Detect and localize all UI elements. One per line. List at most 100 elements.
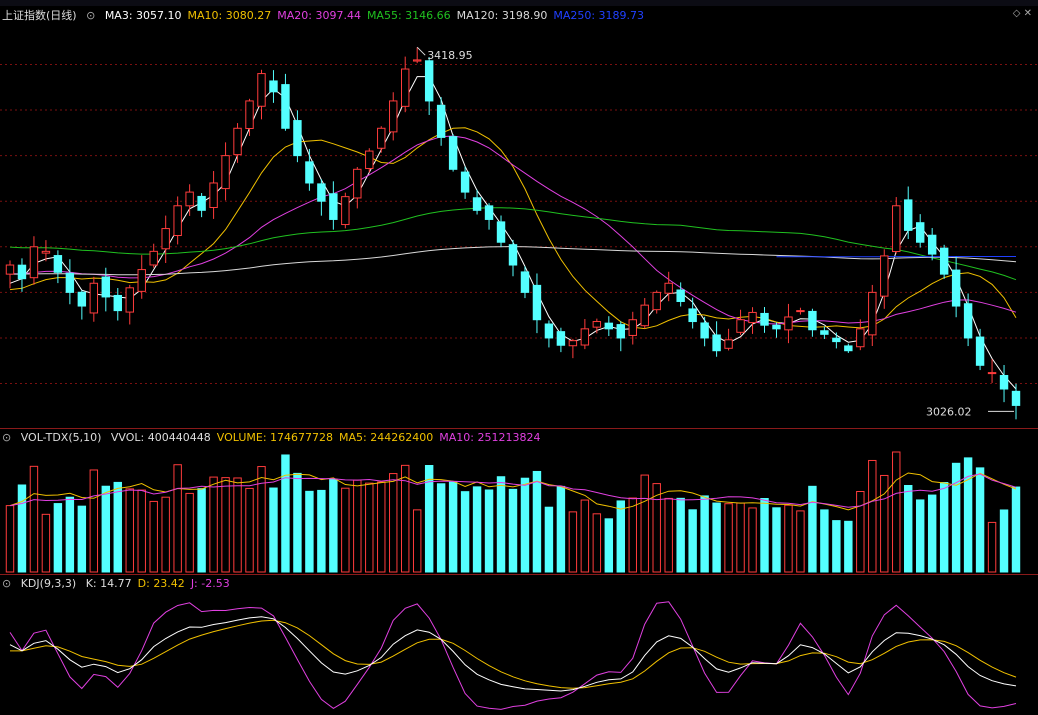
candle-down xyxy=(760,312,769,326)
volume-bar xyxy=(436,483,446,573)
candle-down xyxy=(999,374,1009,390)
ma-label-ma55: MA55: 3146.66 xyxy=(366,9,451,22)
candle-down xyxy=(616,324,626,339)
candle-down xyxy=(65,272,75,293)
volume-bar xyxy=(772,507,781,573)
vol-labels: VVOL: 400440448 VOLUME: 174677728 MA5: 244… xyxy=(111,431,547,444)
vol-settings-icon[interactable]: ⊙ xyxy=(2,431,12,444)
volume-bar xyxy=(544,506,554,573)
volume-bar xyxy=(173,464,182,573)
volume-bar xyxy=(17,484,27,573)
ma20-line xyxy=(9,135,1017,325)
volume-bar xyxy=(724,503,733,573)
volume-bar xyxy=(389,473,398,573)
candle-down xyxy=(676,289,685,302)
volume-bar xyxy=(77,505,87,573)
candle-up xyxy=(185,191,194,207)
volume-bar xyxy=(472,486,482,573)
main-chart-header: 上证指数(日线) ⊙ MA3: 3057.10 MA10: 3080.27 MA20… xyxy=(2,8,656,24)
volume-bar xyxy=(628,497,637,573)
volume-bar xyxy=(5,505,15,573)
candle-down xyxy=(496,221,506,243)
volume-bar xyxy=(963,457,973,573)
candle-up xyxy=(724,339,733,349)
candle-down xyxy=(472,197,482,211)
panel-divider-1 xyxy=(0,428,1038,429)
candle-up xyxy=(353,168,362,199)
volume-bar xyxy=(377,481,386,573)
candle-down xyxy=(281,84,290,129)
top-toolbar-strip xyxy=(0,0,1038,6)
candle-down xyxy=(508,244,518,266)
candle-up xyxy=(173,205,182,237)
candle-down xyxy=(927,234,937,255)
volume-bar xyxy=(880,474,889,573)
volume-bar xyxy=(568,511,578,573)
expand-icon[interactable]: ◇ xyxy=(1012,8,1021,19)
candle-down xyxy=(844,345,853,352)
candle-up xyxy=(856,328,865,348)
volume-bar xyxy=(664,497,673,573)
kdj-header: ⊙ KDJ(9,3,3) K: 14.77 D: 23.42 J: -2.53 xyxy=(2,576,242,592)
kdj-j-line xyxy=(9,601,1017,710)
candle-up xyxy=(5,264,15,275)
ma10-line xyxy=(9,127,1017,330)
kdj-labels: K: 14.77 D: 23.42 J: -2.53 xyxy=(86,577,236,590)
volume-bar xyxy=(305,490,314,573)
toolbar-right-icons: ◇ ✕ xyxy=(1013,8,1032,19)
volume-header: ⊙ VOL-TDX(5,10) VVOL: 400440448 VOLUME: 1… xyxy=(2,430,552,446)
candle-down xyxy=(53,255,63,273)
volume-chart[interactable] xyxy=(0,446,1038,574)
ma-label-ma3: MA3: 3057.10 xyxy=(104,9,182,22)
candle-down xyxy=(772,324,781,330)
candle-up xyxy=(209,182,218,209)
volume-bar xyxy=(233,477,242,573)
candle-up xyxy=(137,269,146,292)
volume-bar xyxy=(904,484,913,573)
candle-up xyxy=(365,150,374,169)
candle-up xyxy=(41,250,51,254)
volume-bar xyxy=(808,485,817,573)
kdj-chart[interactable] xyxy=(0,592,1038,715)
volume-bar xyxy=(317,489,326,573)
candle-down xyxy=(77,291,87,307)
volume-bar xyxy=(927,494,937,573)
candle-up xyxy=(748,311,757,324)
volume-bar xyxy=(640,474,649,573)
candle-up xyxy=(89,282,99,314)
candle-down xyxy=(688,308,697,323)
low-price-label: 3026.02 xyxy=(926,405,972,418)
volume-bar xyxy=(209,476,218,573)
volume-bar xyxy=(688,509,697,573)
volume-bar xyxy=(185,492,194,573)
volume-bar xyxy=(820,509,829,573)
close-icon[interactable]: ✕ xyxy=(1023,8,1032,19)
kdj-settings-icon[interactable]: ⊙ xyxy=(2,577,12,590)
candle-down xyxy=(939,247,949,275)
volume-bar xyxy=(41,513,51,573)
volume-bar xyxy=(269,487,278,573)
volume-bar xyxy=(53,503,63,573)
candle-down xyxy=(17,264,27,280)
candle-down xyxy=(197,195,206,211)
volume-bar xyxy=(987,521,997,573)
ma-label-ma10: MA10: 3080.27 xyxy=(187,9,272,22)
volume-bar xyxy=(113,481,122,573)
candle-down xyxy=(951,269,961,307)
volume-bar xyxy=(939,482,949,573)
candle-up xyxy=(341,196,350,226)
ma-settings-icon[interactable]: ⊙ xyxy=(86,9,96,22)
price-chart[interactable]: 3418.95 3026.02 xyxy=(0,24,1038,428)
candle-down xyxy=(963,303,973,339)
volume-bar xyxy=(484,489,494,573)
candle-down xyxy=(484,205,494,220)
volume-bar xyxy=(975,467,985,573)
volume-bar xyxy=(496,476,506,573)
candle-down xyxy=(808,310,817,331)
volume-bar xyxy=(221,477,230,573)
candle-up xyxy=(568,340,578,347)
ma3-line xyxy=(9,76,1017,390)
candle-down xyxy=(712,334,721,352)
volume-bar xyxy=(125,488,134,573)
candle-up xyxy=(628,319,637,336)
